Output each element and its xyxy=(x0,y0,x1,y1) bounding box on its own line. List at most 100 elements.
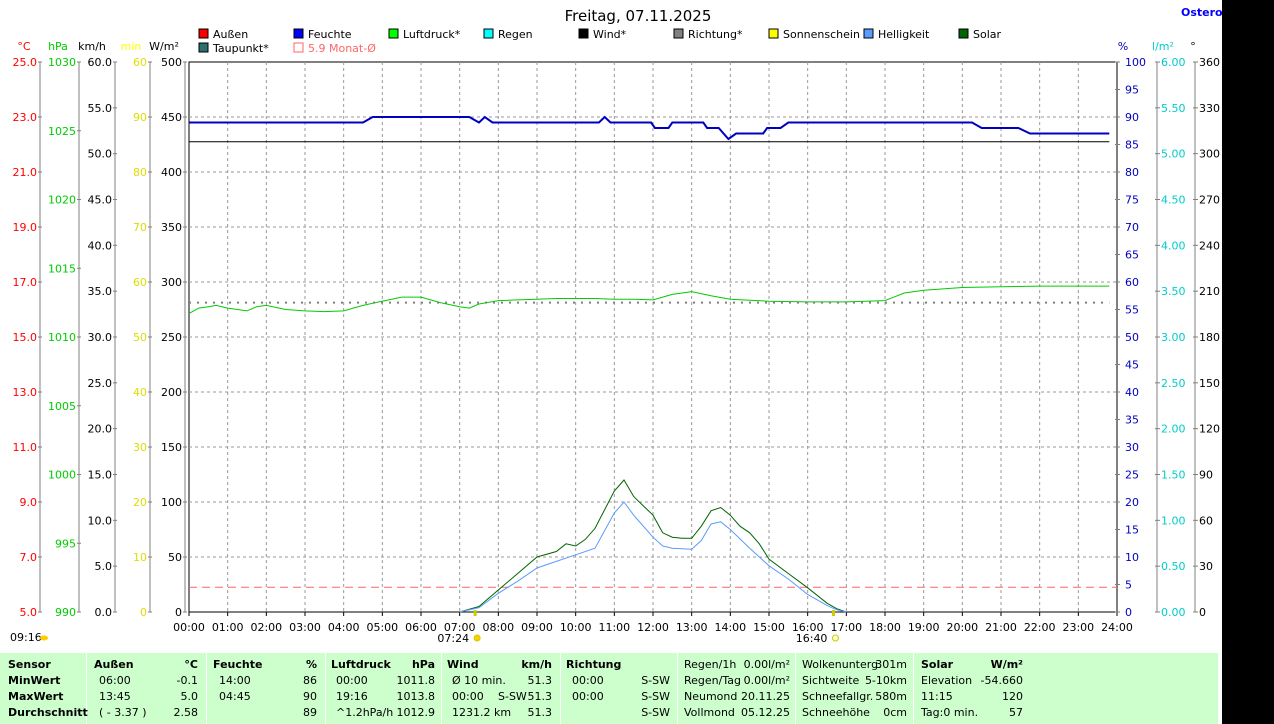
time-marker-icon xyxy=(40,635,48,641)
x-tick-label: 00:00 xyxy=(173,621,205,634)
left-tick-label: 23.0 xyxy=(13,111,38,124)
stats-feuchte-value: 89 xyxy=(303,706,317,719)
stats-richtung-time: 00:00 xyxy=(572,690,604,703)
legend-label: Feuchte xyxy=(308,28,352,41)
right-tick-label: 5 xyxy=(1125,579,1132,592)
right-axis-unit: ° xyxy=(1190,40,1196,53)
left-tick-label: 0 xyxy=(140,606,147,619)
right-tick-label: 55 xyxy=(1125,304,1139,317)
right-tick-label: 2.00 xyxy=(1161,423,1186,436)
stats-regen-label: Regen/1h xyxy=(684,658,737,671)
stats-wind-label: 00:00 xyxy=(452,690,484,703)
stats-panel: Sensor MinWert MaxWert Durchschnitt Außen °C 0… xyxy=(0,653,1218,724)
series-lines xyxy=(188,115,1117,613)
x-tick-label: 19:00 xyxy=(908,621,940,634)
stats-luftdruck-value: 1012.9 xyxy=(396,706,436,719)
legend: Außen Feuchte Luftdruck* Regen Wind* Richtung… xyxy=(198,28,1002,55)
x-tick-label: 02:00 xyxy=(250,621,282,634)
x-tick-label: 12:00 xyxy=(637,621,669,634)
left-tick-label: 55.0 xyxy=(88,102,113,115)
stats-wind-value: 51.3 xyxy=(527,706,553,719)
stats-luftdruck-header: Luftdruck xyxy=(331,658,391,671)
left-axis-unit: hPa xyxy=(48,40,68,53)
stats-wolken-label: Schneefallgr. xyxy=(802,690,874,703)
legend-swatch xyxy=(768,28,779,39)
stats-sensor-row: MinWert xyxy=(8,674,61,687)
x-tick-label: 14:00 xyxy=(714,621,746,634)
left-tick-label: 35.0 xyxy=(88,285,113,298)
sunrise-label: 07:24 xyxy=(437,632,469,645)
right-tick-label: 30 xyxy=(1199,560,1213,573)
stats-sensor-row: MaxWert xyxy=(8,690,64,703)
left-tick-label: 60 xyxy=(133,56,147,69)
x-tick-label: 08:00 xyxy=(482,621,514,634)
tick-labels: 00:00 01:00 02:00 03:00 04:00 05:00 06:00 07:00… xyxy=(10,40,1220,645)
left-tick-label: 200 xyxy=(161,386,182,399)
stats-wolken-value: 0cm xyxy=(883,706,907,719)
stats-aussen-time: ( - 3.37 ) xyxy=(99,706,147,719)
left-tick-label: 1020 xyxy=(48,194,76,207)
left-axis-unit: min xyxy=(121,40,142,53)
legend-label: Regen xyxy=(498,28,533,41)
x-tick-label: 04:00 xyxy=(328,621,360,634)
stats-richtung-value: S-SW xyxy=(641,690,670,703)
left-tick-label: 150 xyxy=(161,441,182,454)
stats-feuchte-unit: % xyxy=(305,658,317,671)
stats-aussen-value: 2.58 xyxy=(173,706,199,719)
x-tick-label: 18:00 xyxy=(869,621,901,634)
left-tick-label: 30.0 xyxy=(88,331,113,344)
right-tick-label: 150 xyxy=(1199,377,1220,390)
stats-wolken-label: Schneehöhe xyxy=(802,706,870,719)
left-tick-label: 50.0 xyxy=(88,148,113,161)
x-tick-label: 15:00 xyxy=(753,621,785,634)
legend-swatch xyxy=(578,28,589,39)
left-tick-label: 80 xyxy=(133,166,147,179)
right-tick-label: 25 xyxy=(1125,469,1139,482)
stats-wind-value: 51.3 xyxy=(527,690,553,703)
right-tick-label: 70 xyxy=(1125,221,1139,234)
left-tick-label: 60.0 xyxy=(88,56,113,69)
left-tick-label: 350 xyxy=(161,221,182,234)
legend-swatch xyxy=(483,28,494,39)
stats-divider xyxy=(795,653,796,724)
legend-label: Taupunkt* xyxy=(212,42,269,55)
left-tick-label: 1015 xyxy=(48,262,76,275)
series-solar xyxy=(459,479,847,613)
x-tick-label: 05:00 xyxy=(366,621,398,634)
right-tick-label: 80 xyxy=(1125,166,1139,179)
weather-chart: 00:00 01:00 02:00 03:00 04:00 05:00 06:00 07:00… xyxy=(10,6,1222,645)
left-tick-label: 11.0 xyxy=(13,441,38,454)
right-tick-label: 1.00 xyxy=(1161,514,1186,527)
left-tick-label: 60 xyxy=(133,276,147,289)
legend-swatch xyxy=(958,28,969,39)
x-tick-label: 01:00 xyxy=(212,621,244,634)
right-tick-label: 85 xyxy=(1125,139,1139,152)
x-tick-label: 13:00 xyxy=(676,621,708,634)
left-tick-label: 10 xyxy=(133,551,147,564)
left-tick-label: 30 xyxy=(133,441,147,454)
stats-feuchte-header: Feuchte xyxy=(213,658,263,671)
sunset-label: 16:40 xyxy=(796,632,828,645)
left-tick-label: 100 xyxy=(161,496,182,509)
left-tick-label: 45.0 xyxy=(88,194,113,207)
right-tick-label: 45 xyxy=(1125,359,1139,372)
stats-aussen-value: -0.1 xyxy=(176,674,198,687)
legend-swatch xyxy=(673,28,684,39)
stats-wind-value: 51.3 xyxy=(527,674,553,687)
right-tick-label: 3.00 xyxy=(1161,331,1186,344)
left-tick-label: 400 xyxy=(161,166,182,179)
x-tick-label: 20:00 xyxy=(946,621,978,634)
stats-regen-value: 0.00l/m² xyxy=(743,674,790,687)
left-tick-label: 13.0 xyxy=(13,386,38,399)
right-tick-label: 2.50 xyxy=(1161,377,1186,390)
sunrise-icon xyxy=(473,634,481,642)
left-tick-label: 15.0 xyxy=(13,331,38,344)
legend-label: Solar xyxy=(973,28,1002,41)
stats-solar-label: Tag:0 min. xyxy=(921,706,979,719)
legend-label: Luftdruck* xyxy=(403,28,461,41)
stats-divider xyxy=(206,653,207,724)
right-tick-label: 270 xyxy=(1199,194,1220,207)
stats-wind-unit: km/h xyxy=(521,658,552,671)
series-feuchte xyxy=(189,115,1110,141)
left-tick-label: 17.0 xyxy=(13,276,38,289)
